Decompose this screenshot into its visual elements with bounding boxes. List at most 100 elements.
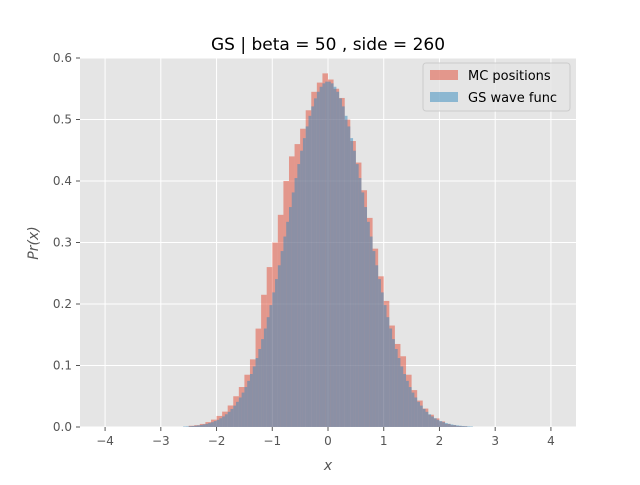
bar-gs-wave-func [331,83,334,427]
bar-gs-wave-func [356,164,359,427]
bar-gs-wave-func [370,237,373,427]
bar-gs-wave-func [412,393,415,427]
bar-gs-wave-func [314,98,317,427]
legend-swatch-gs-wave-func [430,92,458,102]
legend: MC positions GS wave func [423,63,570,111]
bar-gs-wave-func [233,406,236,427]
bar-gs-wave-func [253,366,256,427]
x-axis-label: x [323,458,333,474]
bar-gs-wave-func [431,416,434,427]
bar-gs-wave-func [308,116,311,427]
bar-gs-wave-func [459,426,462,427]
bar-gs-wave-func [406,381,409,427]
bar-gs-wave-func [345,116,348,427]
bar-gs-wave-func [303,138,306,427]
bar-gs-wave-func [239,397,242,427]
bar-gs-wave-func [211,422,214,427]
bar-gs-wave-func [300,151,303,427]
bar-gs-wave-func [398,358,401,427]
bar-gs-wave-func [384,305,387,427]
bar-gs-wave-func [350,138,353,427]
bar-gs-wave-func [392,339,395,427]
bar-gs-wave-func [336,92,339,427]
y-tick-label: 0.5 [53,113,72,127]
bar-gs-wave-func [219,418,222,427]
bar-gs-wave-func [269,305,272,427]
x-tick-label: −2 [208,434,226,448]
bar-gs-wave-func [292,192,295,427]
x-tick-label: 0 [324,434,332,448]
bar-gs-wave-func [334,87,337,427]
bar-gs-wave-func [264,329,267,427]
bar-gs-wave-func [437,420,440,427]
bar-gs-wave-func [342,106,345,427]
bar-gs-wave-func [286,222,289,427]
bar-gs-wave-func [272,292,275,427]
bar-gs-wave-func [222,416,225,427]
bar-gs-wave-func [389,329,392,427]
x-tick-label: −1 [263,434,281,448]
bar-gs-wave-func [375,265,378,427]
bar-gs-wave-func [214,421,217,427]
bar-gs-wave-func [203,424,206,427]
y-tick-label: 0.6 [53,51,72,65]
bar-gs-wave-func [242,393,245,427]
bar-gs-wave-func [247,381,250,427]
bar-gs-wave-func [348,126,351,427]
bar-gs-wave-func [186,426,189,427]
bar-gs-wave-func [387,317,390,427]
bar-gs-wave-func [353,151,356,427]
bar-gs-wave-func [283,237,286,427]
bar-gs-wave-func [414,397,417,427]
bar-gs-wave-func [256,358,259,427]
bar-gs-wave-func [194,426,197,427]
bar-gs-wave-func [423,409,426,427]
bar-gs-wave-func [261,339,264,427]
bar-gs-wave-func [320,87,323,427]
x-tick-label: 4 [547,434,555,448]
bar-gs-wave-func [217,420,220,427]
bar-gs-wave-func [200,425,203,427]
x-tick-label: 2 [436,434,444,448]
bar-gs-wave-func [244,387,247,427]
bar-gs-wave-func [364,207,367,427]
bar-gs-wave-func [361,192,364,427]
bar-gs-wave-func [373,251,376,427]
bar-gs-wave-func [325,82,328,427]
bar-gs-wave-func [197,425,200,427]
bar-gs-wave-func [236,402,239,427]
y-axis-label: Pr(x) [26,226,42,259]
y-tick-label: 0.3 [53,236,72,250]
y-tick-label: 0.1 [53,359,72,373]
bar-gs-wave-func [275,279,278,427]
bar-gs-wave-func [205,424,208,427]
bar-gs-wave-func [442,422,445,427]
bar-gs-wave-func [395,349,398,427]
legend-label-mc-positions: MC positions [468,69,551,84]
bar-gs-wave-func [230,409,233,427]
bar-gs-wave-func [322,83,325,427]
bar-gs-wave-func [311,106,314,427]
x-tick-label: 1 [380,434,388,448]
bar-gs-wave-func [258,349,261,427]
bar-gs-wave-func [420,406,423,427]
bar-gs-wave-func [434,418,437,427]
bar-gs-wave-func [403,374,406,427]
bar-gs-wave-func [281,251,284,427]
bar-gs-wave-func [228,412,231,427]
y-tick-label: 0.4 [53,174,72,188]
bar-gs-wave-func [465,426,468,427]
bar-gs-wave-func [289,207,292,427]
bar-gs-wave-func [453,425,456,427]
legend-swatch-mc-positions [430,70,458,80]
y-tick-label: 0.2 [53,297,72,311]
bar-gs-wave-func [462,426,465,427]
bar-gs-wave-func [400,366,403,427]
bar-gs-wave-func [278,265,281,427]
bar-gs-wave-func [359,178,362,427]
bar-gs-wave-func [381,292,384,427]
bar-gs-wave-func [297,164,300,427]
bar-gs-wave-func [250,374,253,427]
